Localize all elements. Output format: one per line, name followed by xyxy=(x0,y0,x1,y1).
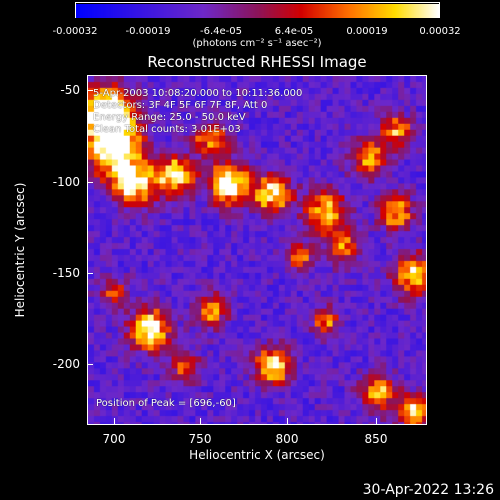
annotation-time: 5-Apr-2003 10:08:20.000 to 10:11:36.000 xyxy=(93,88,303,99)
y-tick-mark xyxy=(87,273,93,274)
x-tick-label: 700 xyxy=(102,432,126,446)
y-tick-label: -100 xyxy=(52,175,80,189)
y-tick-mark xyxy=(87,182,93,183)
colorbar-tick: -0.00019 xyxy=(125,26,171,37)
x-tick-mark xyxy=(200,418,201,424)
y-tick-label: -50 xyxy=(60,83,80,97)
x-tick-label: 800 xyxy=(275,432,299,446)
annotation-counts: Clean Total counts: 3.01E+03 xyxy=(93,124,241,135)
colorbar-tick: -6.4e-05 xyxy=(200,26,242,37)
peak-position-label: Position of Peak = [696,-60] xyxy=(96,398,236,409)
annotation-detectors: Detectors: 3F 4F 5F 6F 7F 8F, Att 0 xyxy=(93,100,268,111)
x-tick-label: 750 xyxy=(188,432,212,446)
colorbar-unit: (photons cm⁻² s⁻¹ asec⁻²) xyxy=(192,38,322,49)
timestamp: 30-Apr-2022 13:26 xyxy=(362,482,494,498)
x-tick-mark xyxy=(287,418,288,424)
heatmap-image xyxy=(88,76,426,424)
x-tick-mark xyxy=(114,418,115,424)
y-tick-label: -200 xyxy=(52,357,80,371)
colorbar-tick: 0.00032 xyxy=(419,26,461,37)
colorbar-gradient xyxy=(76,4,439,18)
colorbar-tick: 6.4e-05 xyxy=(274,26,314,37)
x-axis-label: Heliocentric X (arcsec) xyxy=(189,448,325,462)
y-tick-mark xyxy=(87,364,93,365)
colorbar-tick: 0.00019 xyxy=(346,26,388,37)
colorbar-tick: -0.00032 xyxy=(52,26,98,37)
y-tick-label: -150 xyxy=(52,266,80,280)
x-tick-mark xyxy=(376,418,377,424)
y-axis-label: Heliocentric Y (arcsec) xyxy=(13,182,27,318)
plot-area: 5-Apr-2003 10:08:20.000 to 10:11:36.000 … xyxy=(87,75,427,425)
colorbar xyxy=(75,2,440,18)
y-tick-mark xyxy=(87,90,93,91)
x-tick-label: 850 xyxy=(364,432,388,446)
annotation-energy: Energy Range: 25.0 - 50.0 keV xyxy=(93,112,246,123)
chart-title: Reconstructed RHESSI Image xyxy=(147,53,367,71)
